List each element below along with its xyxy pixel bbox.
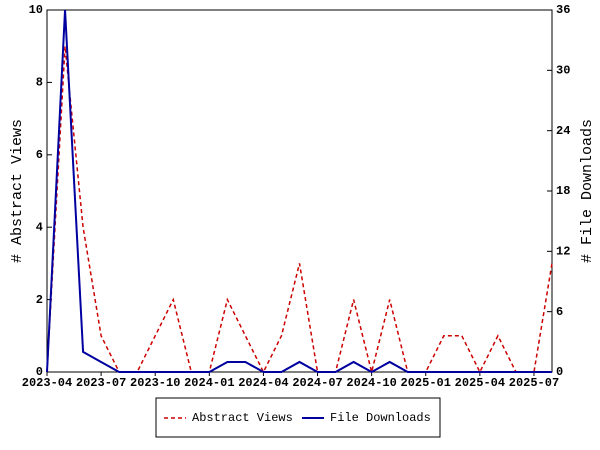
legend-label: Abstract Views	[192, 411, 293, 425]
y-tick-label: 10	[29, 3, 43, 17]
x-tick-label: 2025-04	[455, 376, 505, 390]
x-tick-label: 2023-04	[22, 376, 72, 390]
x-tick-label: 2024-07	[292, 376, 342, 390]
y-tick-label: 0	[36, 365, 43, 379]
y-axis-title: # Abstract Views	[9, 119, 26, 263]
y2-tick-label: 24	[556, 124, 570, 138]
y2-tick-label: 18	[556, 184, 570, 198]
x-tick-label: 2023-10	[130, 376, 180, 390]
x-tick-label: 2024-04	[238, 376, 288, 390]
legend-box	[155, 397, 441, 438]
plot-frame	[46, 9, 553, 373]
legend-label: File Downloads	[330, 411, 431, 425]
y-tick-label: 2	[36, 293, 43, 307]
y-tick-label: 4	[36, 220, 43, 234]
x-tick-label: 2025-07	[509, 376, 559, 390]
y2-tick-label: 6	[556, 305, 563, 319]
y2-tick-label: 36	[556, 3, 570, 17]
series-line	[46, 9, 552, 374]
x-tick-label: 2024-10	[346, 376, 396, 390]
y2-tick-label: 30	[556, 64, 570, 78]
y-tick-label: 6	[36, 148, 43, 162]
y2-axis-title: # File Downloads	[579, 119, 596, 263]
y2-tick-label: 0	[556, 365, 563, 379]
x-tick-label: 2024-01	[184, 376, 234, 390]
y-tick-label: 8	[36, 76, 43, 90]
y2-tick-label: 12	[556, 245, 570, 259]
x-tick-label: 2025-01	[401, 376, 451, 390]
x-tick-label: 2023-07	[76, 376, 126, 390]
series-line	[46, 46, 553, 374]
